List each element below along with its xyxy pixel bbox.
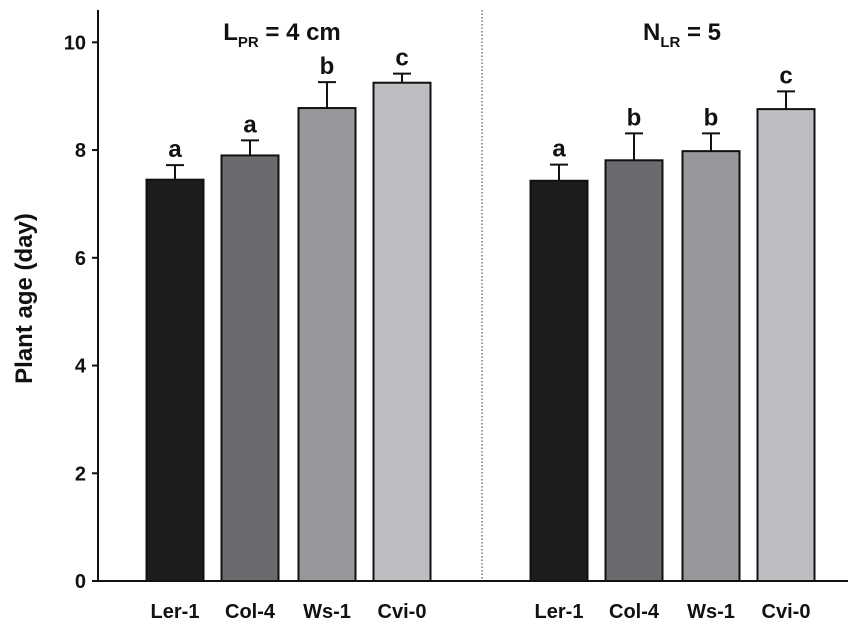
x-tick-label: Ws-1 xyxy=(303,601,351,623)
panel-title-subscript: LR xyxy=(660,34,680,51)
x-tick-label: Ws-1 xyxy=(687,601,735,623)
bar xyxy=(681,150,741,582)
panel-title-main: L xyxy=(223,19,238,46)
bar xyxy=(372,81,432,582)
y-tick-label: 10 xyxy=(64,32,86,54)
significance-label: b xyxy=(320,53,335,80)
panel-title: NLR = 5 xyxy=(643,19,721,51)
bar xyxy=(756,108,816,583)
significance-label: a xyxy=(552,136,566,163)
panel-title-main: N xyxy=(643,19,660,46)
bar xyxy=(220,154,280,582)
significance-label: a xyxy=(168,136,182,163)
bar xyxy=(529,179,589,582)
significance-label: c xyxy=(779,62,792,89)
significance-label: b xyxy=(704,104,719,131)
y-tick-label: 2 xyxy=(75,463,86,485)
x-tick-label: Cvi-0 xyxy=(762,601,811,623)
x-tick-label: Ler-1 xyxy=(535,601,584,623)
y-axis-title: Plant age (day) xyxy=(11,213,38,384)
x-tick-label: Col-4 xyxy=(609,601,660,623)
panel-title-rest: = 4 cm xyxy=(259,19,341,46)
significance-label: b xyxy=(627,104,642,131)
bar xyxy=(145,178,205,582)
panel-title-subscript: PR xyxy=(238,34,259,51)
x-tick-label: Ler-1 xyxy=(151,601,200,623)
bar xyxy=(297,107,357,583)
y-tick-label: 0 xyxy=(75,571,86,593)
x-tick-label: Col-4 xyxy=(225,601,276,623)
panel-title: LPR = 4 cm xyxy=(223,19,341,51)
x-tick-label: Cvi-0 xyxy=(378,601,427,623)
y-tick-label: 6 xyxy=(75,248,86,270)
y-tick-label: 8 xyxy=(75,140,86,162)
bar xyxy=(604,159,664,582)
panel-title-rest: = 5 xyxy=(680,19,721,46)
significance-label: a xyxy=(243,111,257,138)
y-tick-label: 4 xyxy=(75,356,87,378)
significance-label: c xyxy=(395,45,408,72)
